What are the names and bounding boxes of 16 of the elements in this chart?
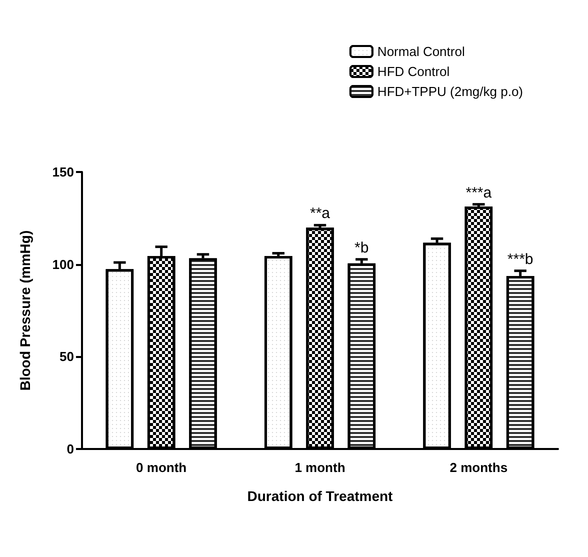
x-tick-label: 1 month <box>294 460 346 475</box>
data-label: *b <box>354 239 369 256</box>
data-label: ***b <box>507 250 534 268</box>
x-tick-label: 0 month <box>136 460 187 475</box>
y-axis-title: Blood Pressure (mmHg) <box>17 230 33 391</box>
legend-label: Normal Control <box>377 44 465 59</box>
y-tick-label: 50 <box>60 349 74 364</box>
y-tick-label: 100 <box>52 256 74 272</box>
x-tick-label: 2 months <box>450 460 508 475</box>
y-tick-label: 0 <box>66 442 74 456</box>
data-label: ***a <box>466 184 492 202</box>
x-axis-title: Duration of Treatment <box>247 488 394 504</box>
y-tick-label: 150 <box>52 164 74 180</box>
legend-label: HFD+TPPU (2mg/kg p.o) <box>377 84 524 99</box>
legend-label: HFD Control <box>377 64 450 79</box>
data-label: **a <box>310 205 331 222</box>
